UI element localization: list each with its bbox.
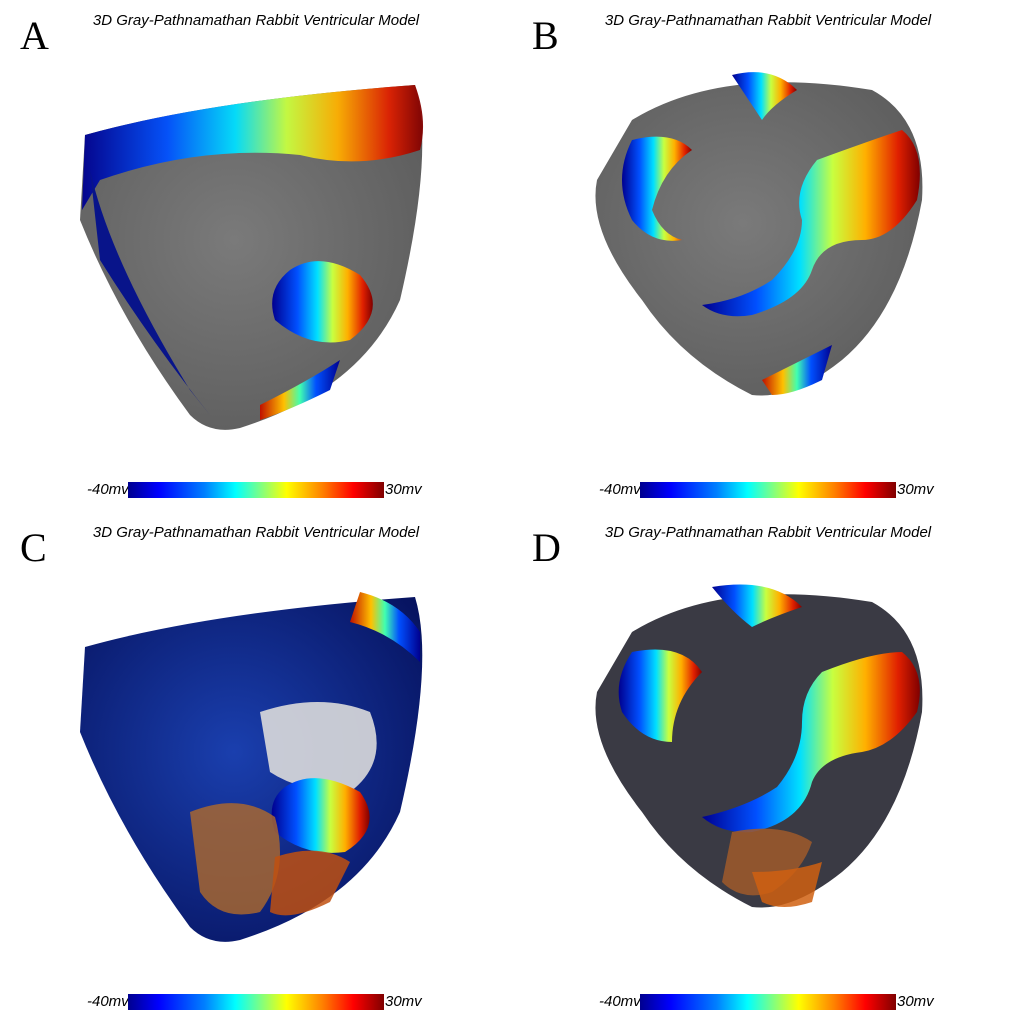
colorbar-min-label: -40mv xyxy=(87,993,129,1010)
colorbar-gradient xyxy=(640,994,896,1010)
panel-c: C 3D Gray-Pathnamathan Rabbit Ventricula… xyxy=(0,512,512,1024)
colorbar-gradient xyxy=(640,482,896,498)
colorbar-min-label: -40mv xyxy=(599,993,641,1010)
colorbar-min-label: -40mv xyxy=(87,481,129,498)
ventricle-render xyxy=(80,85,424,430)
colorbar-max-label: 30mv xyxy=(897,993,934,1010)
panel-title: 3D Gray-Pathnamathan Rabbit Ventricular … xyxy=(604,12,932,29)
colorbar: -40mv 30mv xyxy=(512,994,1024,1010)
colorbar: -40mv 30mv xyxy=(512,482,1024,498)
colorbar-gradient xyxy=(128,482,384,498)
panel-title: 3D Gray-Pathnamathan Rabbit Ventricular … xyxy=(92,524,420,541)
colorbar-max-label: 30mv xyxy=(385,993,422,1010)
panel-title: 3D Gray-Pathnamathan Rabbit Ventricular … xyxy=(604,524,932,541)
panel-letter: A xyxy=(20,13,49,58)
panel-letter: B xyxy=(532,13,559,58)
colorbar-max-label: 30mv xyxy=(897,481,934,498)
panel-letter: D xyxy=(532,525,561,570)
panel-a: A 3D Gray-Pathnamathan Rabbit Ventricula… xyxy=(0,0,512,512)
panel-title: 3D Gray-Pathnamathan Rabbit Ventricular … xyxy=(92,12,420,29)
colorbar: -40mv 30mv xyxy=(0,994,512,1010)
panel-d: D 3D Gray-Pathnamathan Rabbit Ventricula… xyxy=(512,512,1024,1024)
ventricle-render xyxy=(80,592,423,942)
colorbar-min-label: -40mv xyxy=(599,481,641,498)
ventricle-render xyxy=(595,72,923,396)
panel-letter: C xyxy=(20,525,47,570)
panel-b: B 3D Gray-Pathnamathan Rabbit Ventricula… xyxy=(512,0,1024,512)
colorbar-max-label: 30mv xyxy=(385,481,422,498)
colorbar: -40mv 30mv xyxy=(0,482,512,498)
colorbar-gradient xyxy=(128,994,384,1010)
ventricle-render xyxy=(595,584,923,908)
